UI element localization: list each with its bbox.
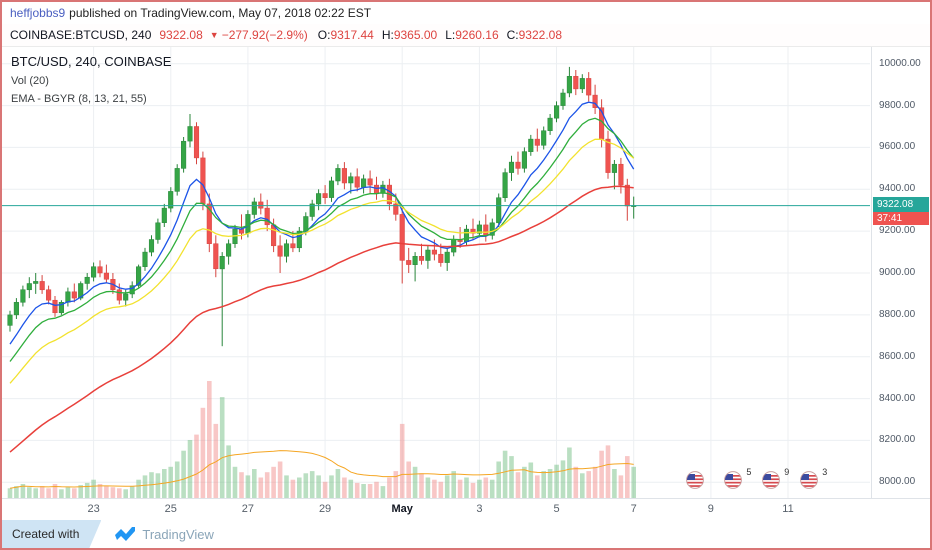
ohlc-open-value: 9317.44 xyxy=(330,28,374,42)
price-tick-label: 9400.00 xyxy=(879,183,916,195)
candlestick-series xyxy=(7,66,637,347)
time-tick-label: 11 xyxy=(782,503,794,515)
ohlc-open: O:9317.44 xyxy=(318,28,374,42)
ohlc-low-label: L: xyxy=(445,28,456,42)
ohlc-close-label: C: xyxy=(506,28,519,42)
ema-21-line xyxy=(9,138,635,384)
time-tick-label: May xyxy=(391,503,413,515)
created-with-ribbon: Created with xyxy=(2,520,101,548)
event-flag-icon[interactable]: 3 xyxy=(800,467,827,489)
price-tick-label: 8200.00 xyxy=(879,434,916,446)
time-tick-label: 29 xyxy=(318,503,332,515)
chart-area[interactable]: BTC/USD, 240, COINBASE Vol (20) EMA - BG… xyxy=(2,46,930,499)
ema-13-line xyxy=(9,117,635,362)
candlestick-chart[interactable] xyxy=(2,47,870,499)
ohlc-high-label: H: xyxy=(381,28,394,42)
ema-55-line xyxy=(9,185,634,453)
price-tick-label: 8800.00 xyxy=(879,308,916,320)
price-tick-label: 9200.00 xyxy=(879,225,916,237)
event-count: 3 xyxy=(822,467,828,477)
ohlc-open-label: O: xyxy=(317,28,331,42)
price-tick-label: 9000.00 xyxy=(879,267,916,278)
last-price: 9322.08 xyxy=(159,28,203,42)
price-change: −277.92 xyxy=(221,28,266,42)
ohlc-high-value: 9365.00 xyxy=(393,28,438,42)
time-tick-label: 3 xyxy=(476,503,483,515)
price-tick-label: 8400.00 xyxy=(879,392,916,404)
legend-volume: Vol (20) xyxy=(11,75,49,87)
ohlc-high: H:9365.00 xyxy=(382,28,437,42)
grid-lines xyxy=(2,47,870,499)
legend-symbol: BTC/USD, 240, COINBASE xyxy=(11,54,172,69)
ema-8-line xyxy=(9,101,635,345)
events-layer: 5 9 3 xyxy=(2,47,871,498)
time-tick-label: 25 xyxy=(164,503,177,515)
event-flag-icon[interactable]: 9 xyxy=(762,467,789,489)
ohlc-close-value: 9322.08 xyxy=(518,28,563,42)
price-tick-label: 9800.00 xyxy=(879,99,916,111)
event-flag-icon[interactable]: 5 xyxy=(724,467,751,489)
event-flag-icon[interactable] xyxy=(685,471,704,489)
time-tick-label: 23 xyxy=(87,503,100,515)
volume-bars xyxy=(7,381,636,499)
ohlc-low-value: 9260.16 xyxy=(455,28,499,42)
ohlc-low: L:9260.16 xyxy=(445,28,498,42)
price-tick-label: 9600.00 xyxy=(879,141,916,153)
username-link[interactable]: heffjobbs9 xyxy=(10,6,66,20)
price-axis[interactable]: 9322.08 37:41 10000.00 9800.00 9600.00 9400… xyxy=(871,47,930,498)
time-tick-label: 7 xyxy=(630,503,637,515)
symbol-name: COINBASE:BTCUSD, 240 xyxy=(10,28,152,42)
chart-legend: BTC/USD, 240, COINBASE Vol (20) EMA - BG… xyxy=(11,54,171,105)
time-axis[interactable]: 23 25 27 29 May 3 5 7 9 11 xyxy=(2,498,930,520)
price-tick-label: 8600.00 xyxy=(879,350,916,362)
last-price-tag-value: 9322.08 xyxy=(873,196,929,212)
symbol-info-bar: COINBASE:BTCUSD, 240 9322.08 ▼ −277.92 (… xyxy=(2,24,930,46)
price-change-percent: (−2.9%) xyxy=(265,28,308,42)
volume-ma-line xyxy=(9,450,634,489)
last-price-tag: 9322.08 37:41 xyxy=(873,196,929,225)
time-tick-label: 9 xyxy=(707,503,714,515)
tradingview-logo-icon xyxy=(115,526,136,542)
direction-down-icon: ▼ xyxy=(209,30,219,40)
publish-bar: heffjobbs9 published on TradingView.com,… xyxy=(2,2,930,24)
price-tick-label: 8000.00 xyxy=(879,476,916,488)
event-count: 5 xyxy=(746,467,752,477)
tradingview-brand-link[interactable]: TradingView xyxy=(142,526,214,542)
price-tick-label: 10000.00 xyxy=(879,57,921,69)
footer-watermark: Created with TradingView xyxy=(2,520,930,548)
time-tick-label: 27 xyxy=(241,503,255,515)
ohlc-close: C:9322.08 xyxy=(507,28,562,42)
time-tick-label: 5 xyxy=(553,503,560,515)
publish-text: published on TradingView.com, May 07, 20… xyxy=(69,6,372,20)
legend-ema: EMA - BGYR (8, 13, 21, 55) xyxy=(11,93,147,105)
bar-countdown: 37:41 xyxy=(873,211,929,225)
event-count: 9 xyxy=(784,467,790,477)
